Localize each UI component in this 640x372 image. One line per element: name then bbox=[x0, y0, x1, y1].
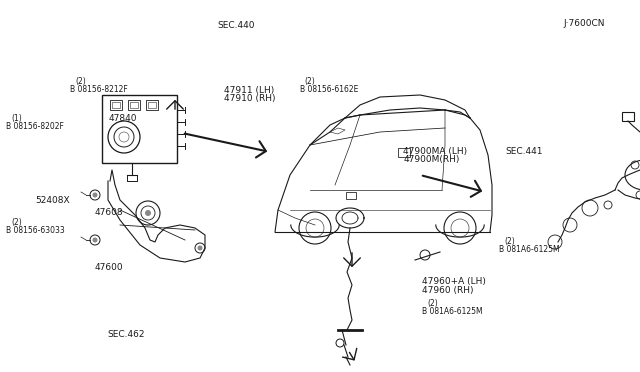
Text: (2): (2) bbox=[504, 237, 515, 246]
Circle shape bbox=[198, 246, 202, 250]
Text: B 081A6-6125M: B 081A6-6125M bbox=[499, 245, 560, 254]
Text: 47910 (RH): 47910 (RH) bbox=[224, 94, 275, 103]
Text: 52408X: 52408X bbox=[35, 196, 70, 205]
Circle shape bbox=[93, 192, 97, 198]
Text: SEC.440: SEC.440 bbox=[218, 21, 255, 30]
Bar bbox=[398, 148, 410, 157]
Bar bbox=[110, 100, 122, 110]
Text: (2): (2) bbox=[305, 77, 316, 86]
Text: J·7600CN: J·7600CN bbox=[563, 19, 605, 28]
Text: (2): (2) bbox=[76, 77, 86, 86]
Text: B 08156-8212F: B 08156-8212F bbox=[70, 85, 128, 94]
Text: 47911 (LH): 47911 (LH) bbox=[224, 86, 275, 95]
Circle shape bbox=[93, 237, 97, 243]
Bar bbox=[102, 95, 177, 163]
Bar bbox=[130, 102, 138, 108]
Bar bbox=[128, 100, 140, 110]
Text: B 08156-6162E: B 08156-6162E bbox=[300, 85, 358, 94]
Text: 47600: 47600 bbox=[95, 263, 124, 272]
Text: SEC.462: SEC.462 bbox=[108, 330, 145, 339]
Text: 47608: 47608 bbox=[95, 208, 124, 217]
Text: 47960+A (LH): 47960+A (LH) bbox=[422, 278, 486, 286]
Bar bbox=[146, 100, 158, 110]
Text: B 08156-8202F: B 08156-8202F bbox=[6, 122, 64, 131]
Bar bbox=[148, 102, 156, 108]
Bar bbox=[346, 192, 356, 199]
Text: (2): (2) bbox=[12, 218, 22, 227]
Text: (1): (1) bbox=[12, 114, 22, 123]
Text: 47900MA (LH): 47900MA (LH) bbox=[403, 147, 467, 156]
Text: 47900M(RH): 47900M(RH) bbox=[403, 155, 460, 164]
Text: B 081A6-6125M: B 081A6-6125M bbox=[422, 307, 483, 316]
Text: (2): (2) bbox=[428, 299, 438, 308]
Bar bbox=[622, 112, 634, 121]
Text: B 08156-63033: B 08156-63033 bbox=[6, 226, 65, 235]
Text: 47840: 47840 bbox=[109, 114, 138, 123]
Bar bbox=[112, 102, 120, 108]
Text: SEC.441: SEC.441 bbox=[506, 147, 543, 156]
Circle shape bbox=[145, 210, 151, 216]
Text: 47960 (RH): 47960 (RH) bbox=[422, 286, 474, 295]
